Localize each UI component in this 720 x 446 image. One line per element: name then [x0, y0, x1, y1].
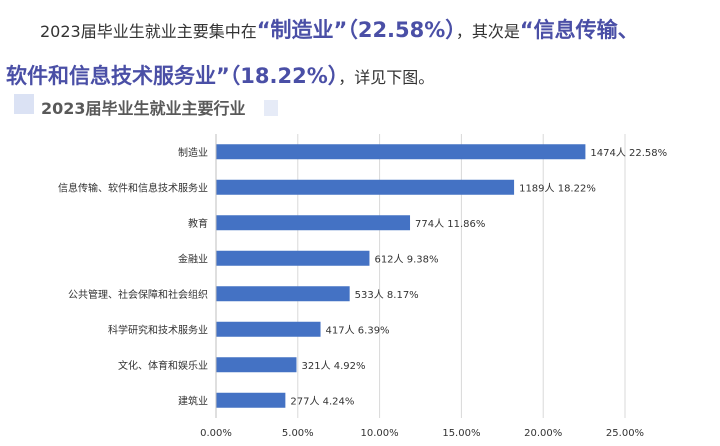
chart-title: 2023届毕业生就业主要行业: [41, 99, 246, 118]
x-tick-label: 0.00%: [200, 428, 232, 439]
data-label: 533人 8.17%: [355, 289, 419, 301]
bar: [216, 215, 411, 231]
category-label: 教育: [188, 217, 208, 230]
category-label: 科学研究和技术服务业: [108, 323, 208, 336]
banner-decoration: [14, 94, 34, 114]
intro-highlight-it: “信息传输、: [519, 18, 639, 42]
category-label: 文化、体育和娱乐业: [118, 359, 208, 372]
bar: [216, 144, 586, 160]
intro-line-2: 软件和信息技术服务业”（18.22%），详见下图。: [6, 60, 434, 90]
x-tick-label: 10.00%: [361, 428, 399, 439]
data-label: 417人 6.39%: [326, 324, 390, 336]
x-tick-label: 15.00%: [442, 428, 480, 439]
data-label: 321人 4.92%: [301, 360, 365, 372]
bar: [216, 286, 350, 302]
bar: [216, 179, 515, 195]
intro-highlight-manufacturing: “制造业”（22.58%）: [256, 18, 456, 42]
data-label: 1474人 22.58%: [590, 147, 667, 159]
data-label: 774人 11.86%: [415, 218, 485, 230]
category-label: 制造业: [178, 146, 208, 159]
category-label: 金融业: [178, 252, 208, 265]
x-tick-label: 25.00%: [606, 428, 644, 439]
category-label: 建筑业: [178, 394, 208, 407]
category-label: 信息传输、软件和信息技术服务业: [58, 181, 208, 194]
intro-highlight-it-cont: 软件和信息技术服务业”（18.22%）: [6, 64, 339, 88]
bar: [216, 321, 321, 337]
x-tick-label: 5.00%: [282, 428, 314, 439]
data-label: 1189人 18.22%: [519, 182, 596, 194]
chart-title-banner: 2023届毕业生就业主要行业: [14, 94, 278, 122]
data-label: 277人 4.24%: [290, 395, 354, 407]
x-tick-label: 20.00%: [524, 428, 562, 439]
intro-text: ，详见下图。: [338, 68, 435, 87]
intro-line-1: 2023届毕业生就业主要集中在“制造业”（22.58%），其次是“信息传输、: [40, 14, 639, 44]
intro-text: ，其次是: [455, 22, 520, 41]
bar: [216, 250, 370, 266]
category-label: 公共管理、社会保障和社会组织: [68, 288, 208, 301]
bar: [216, 357, 297, 373]
intro-text: 2023届毕业生就业主要集中在: [40, 22, 257, 41]
data-label: 612人 9.38%: [374, 253, 438, 265]
bar: [216, 392, 286, 408]
banner-decoration: [264, 100, 278, 116]
